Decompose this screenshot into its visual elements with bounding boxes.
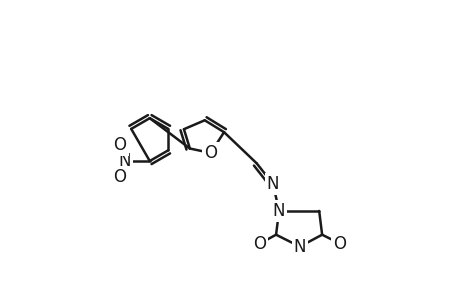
Text: O: O [204, 144, 217, 162]
Text: N: N [266, 175, 279, 193]
Text: N: N [272, 202, 285, 220]
Text: O: O [252, 235, 266, 253]
Text: O: O [333, 235, 346, 253]
Text: O: O [113, 136, 126, 154]
Text: N: N [293, 238, 305, 256]
Text: N: N [118, 152, 130, 170]
Text: O: O [113, 168, 126, 186]
